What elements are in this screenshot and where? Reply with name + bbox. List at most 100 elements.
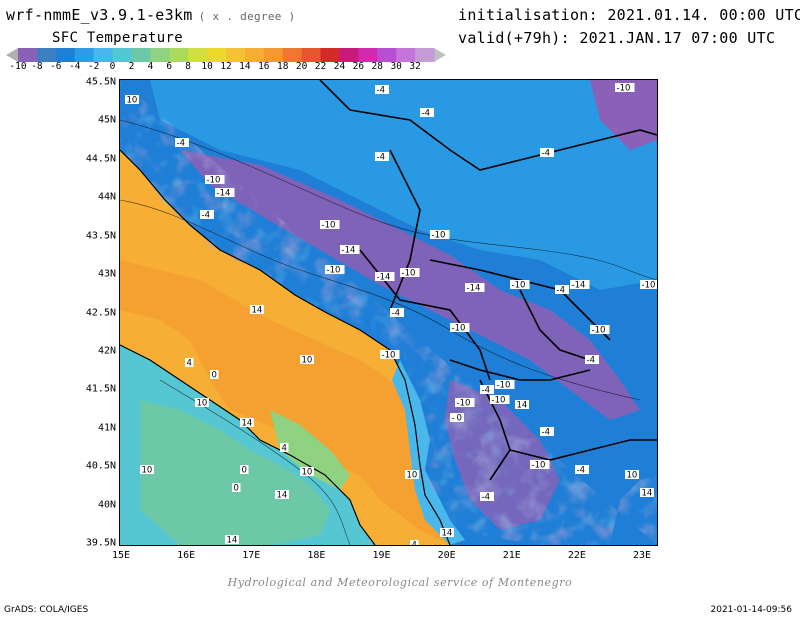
contour-value-text: -10 [617,84,631,94]
contour-value-label: -14 [465,283,485,294]
contour-value-label: -10 [530,460,550,471]
colorbar-swatch [301,48,322,62]
colorbar-label: 30 [390,61,402,72]
colorbar-labels: -10 -8 -6 -4 -2 0 2 4 6 8 10 12 14 16 18 20 22 24 26 28 30 32 [0,61,450,73]
contour-value-label: -4 [585,355,599,366]
contour-value-label: 0 [210,370,219,381]
contour-value-text: -4 [392,309,400,319]
colorbar-right-arrow [434,48,446,62]
longitude-label: 22E [567,550,586,561]
contour-value-text: 0 [212,371,217,381]
colorbar-swatch [36,48,57,62]
contour-value-text: 4 [282,444,287,454]
contour-value-label: 10 [405,470,419,481]
contour-value-label: 10 [140,465,154,476]
init-time: initialisation: 2021.01.14. 00:00 UTC [458,6,800,24]
contour-value-text: 10 [197,399,208,409]
contour-value-text: -10 [532,461,546,471]
colorbar-label: 8 [185,61,192,72]
render-timestamp: 2021-01-14-09:56 [710,605,793,615]
colorbar-swatch [263,48,284,62]
contour-value-label: -10 [455,398,475,409]
contour-value-label: -4 [200,210,214,221]
contour-value-label: 14 [515,400,529,411]
colorbar-swatch [150,48,170,62]
contour-value-label: -4 [480,385,494,396]
colorbar-label: 32 [409,61,421,72]
colorbar-label: 26 [352,61,365,72]
colorbar-label: -4 [68,61,81,72]
longitude-label: 19E [372,550,391,561]
contour-value-text: 14 [642,489,653,499]
contour-value-text: -4 [542,149,550,159]
colorbar-left-arrow [6,48,18,62]
contour-value-text: -10 [457,399,471,409]
colorbar-swatch [358,48,378,62]
colorbar-label: 6 [166,61,173,72]
contour-value-label: 14 [640,488,654,499]
contour-value-text: 10 [127,96,138,106]
contour-value-label: 10 [125,95,139,106]
contour-value-label: -4 [375,85,389,96]
contour-value-text: -10 [432,231,446,241]
contour-value-label: -10 [325,265,345,276]
colorbar-swatch [93,48,114,62]
italy-green [140,400,330,545]
map-canvas: -4-4-10-4-4-10-14-4-10-4-14-10-10-14 -10-… [120,80,657,545]
contour-value-text: -4 [482,386,490,396]
contour-value-text: -10 [512,281,526,291]
contour-value-text: -4 [587,356,595,366]
contour-value-text: -10 [207,176,221,186]
contour-value-text: -10 [642,281,656,291]
contour-value-label: -4 [575,465,589,476]
contour-value-text: -4 [422,109,430,119]
colorbar-swatch [339,48,359,62]
contour-value-text: -10 [327,266,341,276]
contour-value-text: -10 [402,269,416,279]
contour-value-text: -14 [572,281,586,291]
cold-dinaric [180,150,640,420]
init-label: initialisation: [458,6,598,24]
init-value: 2021.01.14. 00:00 UTC [607,6,800,24]
colorbar-swatch [55,48,76,62]
colorbar-label: 18 [276,61,289,72]
contour-value-text: -10 [452,324,466,334]
contour-value-label: 14 [250,305,264,316]
contour-value-text: -10 [382,351,396,361]
contour-value-label: -10 [320,220,340,231]
contour-value-label: -4 [555,285,569,296]
contour-value-text: -10 [497,381,511,391]
colorbar-swatch [282,48,303,62]
contour-value-label: -14 [215,188,235,199]
contour-value-text: 14 [252,306,263,316]
contour-value-text: -4 [482,493,490,503]
contour-value-label: 4 [185,358,194,369]
contour-value-text: -4 [202,211,210,221]
colorbar-label: 10 [201,61,213,72]
colorbar-swatch [112,48,132,62]
contour-value-label: 10 [300,355,314,366]
contour-value-text: 10 [302,468,313,478]
latitude-label: 42N [97,345,116,357]
contour-value-text: 14 [227,536,238,546]
contour-value-label: -10 [490,395,510,406]
colorbar-swatch [131,48,151,62]
colorbar-swatch [396,48,416,62]
colorbar-swatch [188,48,208,62]
balkan-mid-blue [150,80,657,290]
colorbar-swatch [18,48,38,62]
contour-value-text: 14 [242,419,253,429]
latitude-label: 44N [97,191,116,203]
colorbar-label: -2 [87,61,100,72]
contour-value-label: 10 [625,470,639,481]
colorbar-label: -10 [9,61,27,72]
colorbar-label: 4 [147,61,154,72]
contour-value-text: -4 [177,139,185,149]
longitude-label: 20E [437,550,456,561]
colorbar-swatch [74,48,95,62]
colorbar-label: 0 [109,61,116,72]
colorbar-swatch [226,48,246,62]
contour-value-label: 14 [225,535,239,545]
contour-value-label: 0 [232,483,241,494]
contour-value-text: -4 [557,286,565,296]
